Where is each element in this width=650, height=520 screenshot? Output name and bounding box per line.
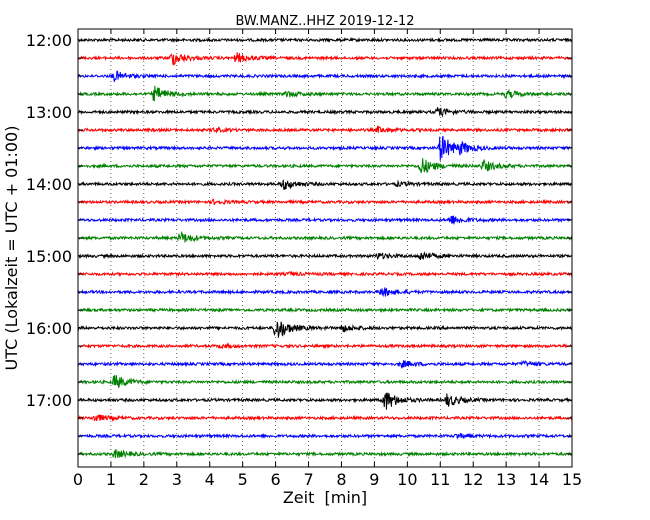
- seismic-trace: [77, 342, 573, 350]
- seismic-trace: [77, 287, 573, 298]
- x-tick-label: 6: [271, 470, 281, 489]
- x-tick-label: 4: [205, 470, 215, 489]
- seismic-trace: [77, 70, 573, 82]
- seismic-trace: [77, 36, 573, 44]
- y-tick-label: 13:00: [26, 103, 72, 122]
- x-tick-label: 12: [463, 470, 483, 489]
- y-tick-labels: 12:00 13:00 14:00 15:00 16:00 17:00: [26, 31, 72, 410]
- x-tick-label: 15: [562, 470, 582, 489]
- x-tick-label: 11: [430, 470, 450, 489]
- seismic-trace: [77, 158, 573, 174]
- seismic-trace: [77, 52, 573, 66]
- seismic-trace: [77, 85, 573, 102]
- y-tick-label: 14:00: [26, 175, 72, 194]
- x-tick-label: 2: [139, 470, 149, 489]
- x-tick-label: 5: [238, 470, 248, 489]
- x-tick-label: 14: [529, 470, 549, 489]
- seismic-trace: [77, 359, 573, 369]
- y-tick-label: 17:00: [26, 391, 72, 410]
- seismic-trace: [77, 215, 573, 225]
- seismic-trace: [77, 306, 573, 314]
- y-tick-label: 16:00: [26, 319, 72, 338]
- x-tick-labels: 0 1 2 3 4 5 6 7 8 9 10 11 12 13 14 15: [73, 470, 582, 489]
- x-axis-label: Zeit [min]: [283, 488, 367, 507]
- trace-group: [77, 36, 573, 459]
- seismic-trace: [77, 321, 573, 338]
- x-tick-label: 10: [397, 470, 417, 489]
- y-tick-label: 12:00: [26, 31, 72, 50]
- x-tick-label: 0: [73, 470, 83, 489]
- seismic-trace: [77, 432, 573, 440]
- x-tick-label: 9: [369, 470, 379, 489]
- y-axis-label: UTC (Lokalzeit = UTC + 01:00): [2, 126, 21, 371]
- x-tick-label: 7: [303, 470, 313, 489]
- x-tick-label: 8: [336, 470, 346, 489]
- plot-frame: [77, 28, 573, 468]
- seismic-trace: [77, 449, 573, 459]
- x-tick-label: 13: [496, 470, 516, 489]
- seismic-trace: [77, 375, 573, 389]
- seismic-trace: [77, 414, 573, 422]
- seismic-trace: [77, 251, 573, 261]
- chart-title: BW.MANZ..HHZ 2019-12-12: [235, 14, 414, 29]
- seismic-trace: [77, 179, 573, 190]
- seismic-trace: [77, 270, 573, 278]
- seismic-trace: [77, 230, 573, 243]
- seismic-trace: [77, 125, 573, 134]
- seismic-trace: [77, 392, 573, 410]
- seismic-trace: [77, 135, 573, 161]
- seismic-trace: [77, 198, 573, 206]
- x-tick-label: 3: [172, 470, 182, 489]
- axis-ticks: [77, 29, 573, 467]
- x-tick-label: 1: [106, 470, 116, 489]
- seismic-trace: [77, 107, 573, 118]
- y-tick-label: 15:00: [26, 247, 72, 266]
